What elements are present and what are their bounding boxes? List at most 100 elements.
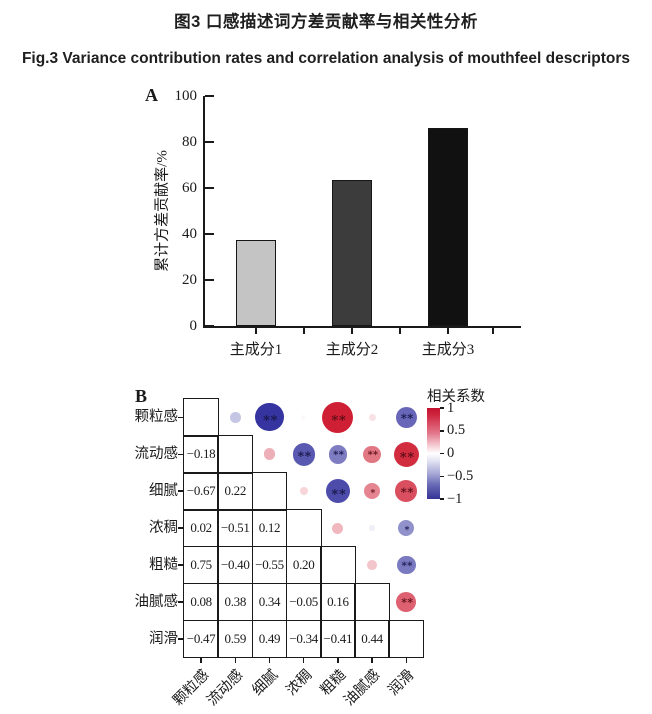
correlation-value: 0.16 xyxy=(327,593,349,609)
correlation-value-cell: 0.02 xyxy=(183,508,219,548)
y-tick-mark xyxy=(205,187,214,189)
row-tick-mark xyxy=(178,564,184,566)
y-tick-mark xyxy=(205,325,214,327)
correlation-value: −0.47 xyxy=(186,630,216,646)
matrix-diagonal-cell xyxy=(354,582,390,622)
correlation-circle: ∗∗ xyxy=(363,445,381,464)
legend-tick-mark xyxy=(440,430,444,432)
correlation-value: −0.67 xyxy=(186,483,216,499)
y-tick-mark xyxy=(205,279,214,281)
correlation-circle: ∗∗ xyxy=(322,401,354,433)
row-tick-mark xyxy=(178,416,184,419)
correlation-value: 0.59 xyxy=(224,630,247,646)
correlation-grid: −0.18 −0.67 ∗∗ 0.22 0.02 −0.51 ∗∗ 0.12 0.75 ∗∗ −0.… xyxy=(135,398,425,709)
correlation-value: 0.08 xyxy=(190,593,212,609)
significance-marker: ∗∗ xyxy=(296,447,312,462)
correlation-value-cell: −0.05 xyxy=(285,582,322,622)
correlation-circle: ∗∗ xyxy=(393,441,419,467)
matrix-row-label: 流动感 xyxy=(134,446,179,463)
significance-marker: ∗∗ xyxy=(366,448,379,460)
correlation-value: −0.55 xyxy=(255,557,284,573)
column-tick-mark xyxy=(268,658,271,664)
matrix-diagonal-cell xyxy=(183,398,219,437)
panel-b-label: B xyxy=(135,386,148,406)
matrix-row-label: 浓稠 xyxy=(149,520,178,537)
row-tick-mark xyxy=(178,601,184,603)
correlation-legend: 相关系数 1 0.5 0 −0.5 −1 xyxy=(427,385,537,507)
correlation-circle: ∗∗ xyxy=(396,555,416,575)
correlation-circle xyxy=(368,414,376,421)
correlation-value-cell: −0.41 xyxy=(320,619,356,659)
correlation-value-cell: 0.49 xyxy=(251,619,288,659)
significance-marker: ∗∗ xyxy=(398,446,415,462)
y-tick-mark xyxy=(205,95,214,98)
legend-title: 相关系数 xyxy=(427,389,485,405)
significance-marker: ∗ xyxy=(369,485,376,496)
column-tick-mark xyxy=(371,658,373,664)
correlation-value-cell: 0.44 xyxy=(354,619,390,659)
correlation-circle: ∗ xyxy=(398,520,415,537)
matrix-diagonal-cell xyxy=(217,435,254,474)
y-tick-label: 0 xyxy=(189,318,198,334)
column-tick-mark xyxy=(234,658,237,664)
legend-tick-mark xyxy=(440,498,444,500)
correlation-circle: ∗∗ xyxy=(396,592,417,612)
significance-marker: ∗∗ xyxy=(330,483,346,499)
y-tick-label: 40 xyxy=(182,226,197,242)
x-tick-mark xyxy=(303,328,305,334)
column-tick-mark xyxy=(302,658,305,664)
matrix-diagonal-cell xyxy=(251,472,288,511)
correlation-value-cell: 0.12 xyxy=(251,508,288,548)
correlation-value-cell: 0.22 xyxy=(217,472,254,511)
row-tick-mark xyxy=(178,527,184,529)
bar xyxy=(332,180,372,326)
panel-a-label: A xyxy=(145,85,158,105)
significance-marker: ∗∗ xyxy=(332,448,344,460)
correlation-value-cell: 0.08 xyxy=(183,582,219,622)
matrix-row-label: 细腻 xyxy=(149,483,178,500)
correlation-circle xyxy=(367,560,377,570)
y-tick-mark xyxy=(205,141,214,143)
correlation-value-cell: −0.40 xyxy=(217,545,254,585)
correlation-value-cell: −0.34 xyxy=(285,619,322,659)
correlation-value-cell: 0.59 xyxy=(217,619,254,659)
row-tick-mark xyxy=(178,638,184,640)
significance-marker: ∗∗ xyxy=(262,409,278,425)
correlation-value-cell: 0.38 xyxy=(217,582,254,622)
panel-a-y-axis-label: 累计方差贡献率/% xyxy=(154,150,171,272)
correlation-value: 0.02 xyxy=(190,520,212,536)
significance-marker: ∗∗ xyxy=(330,409,346,425)
correlation-value-cell: −0.47 xyxy=(183,619,219,659)
y-tick-label: 100 xyxy=(174,88,198,104)
correlation-circle xyxy=(299,487,308,496)
column-tick-mark xyxy=(405,658,408,664)
correlation-value-cell: −0.18 xyxy=(183,435,219,474)
legend-colorbar xyxy=(427,408,440,499)
bar xyxy=(428,128,468,326)
bar-chart-plot: 0 20 40 60 80 100 主成分1 主成分2 主成分3 xyxy=(175,88,521,358)
correlation-circle: ∗∗ xyxy=(292,443,315,466)
y-tick-mark xyxy=(205,233,214,235)
correlation-value: 0.34 xyxy=(258,593,281,609)
bar-category-label: 主成分1 xyxy=(229,342,283,358)
correlation-value: −0.40 xyxy=(220,557,250,573)
legend-tick-label: −1 xyxy=(447,490,463,507)
legend-tick-label: 0 xyxy=(447,445,455,461)
x-tick-mark xyxy=(447,328,449,334)
x-tick-mark xyxy=(255,328,257,334)
row-tick-mark xyxy=(178,453,184,456)
matrix-diagonal-cell xyxy=(285,508,322,548)
correlation-circle xyxy=(301,415,307,420)
correlation-circle xyxy=(230,412,241,423)
bar xyxy=(236,240,276,326)
correlation-value: −0.18 xyxy=(186,446,216,462)
matrix-row-label: 颗粒感 xyxy=(134,409,179,426)
correlation-value-cell: −0.55 xyxy=(251,545,288,585)
correlation-value: 0.12 xyxy=(258,520,281,536)
y-tick-label: 80 xyxy=(182,134,197,150)
bar-category-label: 主成分3 xyxy=(421,342,475,358)
figure-title-en: Fig.3 Variance contribution rates and co… xyxy=(21,50,631,67)
legend-tick-label: 1 xyxy=(447,399,455,416)
legend-tick-mark xyxy=(440,407,444,409)
